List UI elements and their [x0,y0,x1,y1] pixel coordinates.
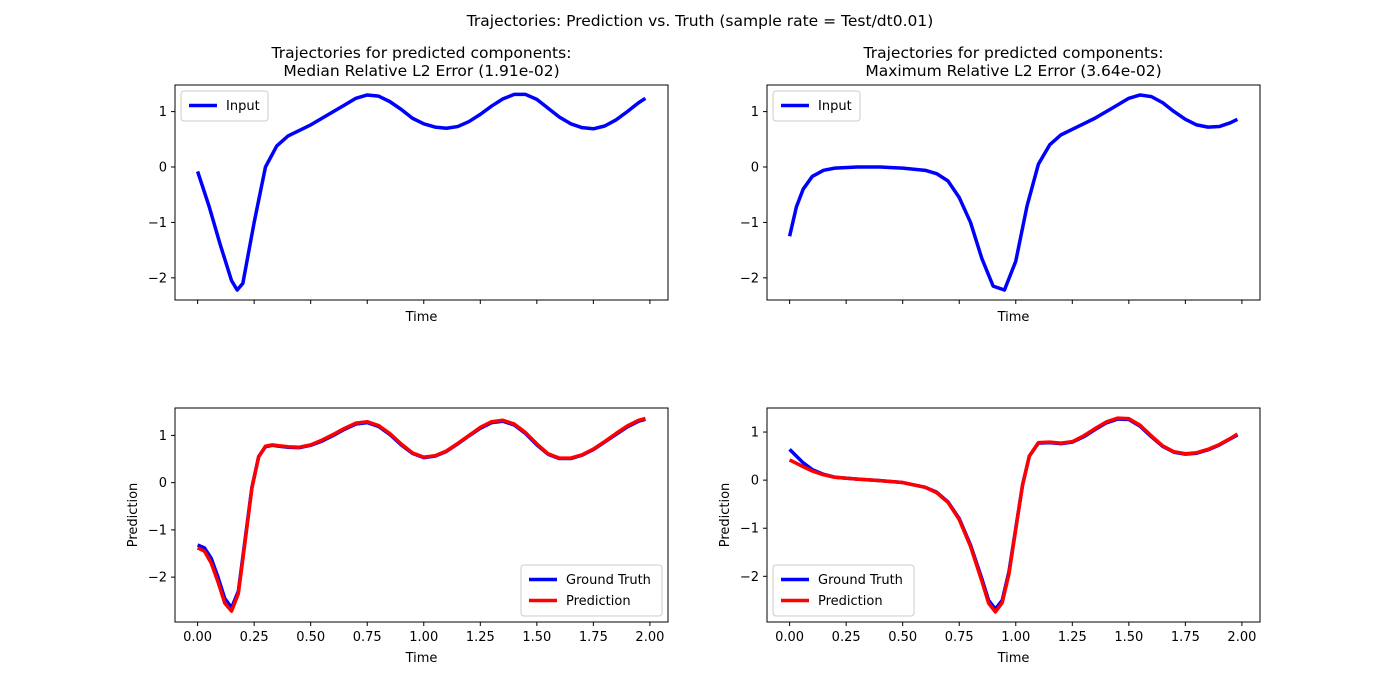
x-tick-label: 1.00 [1001,630,1030,645]
y-tick-label: 0 [159,476,167,491]
y-tick-label: 0 [751,161,759,176]
axes-frame [174,84,669,301]
legend-label: Ground Truth [818,573,903,588]
legend-label: Input [226,99,260,114]
x-tick-label: 0.00 [775,630,804,645]
x-tick-label: 0.50 [296,630,325,645]
subplot-top-right: Trajectories for predicted components:Ma… [740,44,1261,325]
legend: Ground Truth Prediction [772,564,915,617]
x-tick-label: 2.00 [1227,630,1256,645]
x-axis-label: Time [997,310,1030,325]
y-tick-label: −2 [148,271,167,286]
legend-label: Prediction [818,594,883,609]
y-tick-label: −1 [740,522,759,537]
legend-frame [180,90,269,122]
x-tick-label: 1.75 [1171,630,1200,645]
x-tick-label: 0.00 [183,630,212,645]
x-tick-label: 1.50 [1114,630,1143,645]
y-tick-label: −1 [148,523,167,538]
x-tick-label: 1.75 [579,630,608,645]
legend: Ground Truth Prediction [520,564,663,617]
legend-frame [772,90,861,122]
y-tick-label: −2 [148,571,167,586]
x-tick-label: 1.50 [522,630,551,645]
y-tick-label: 1 [751,426,759,441]
axes-frame [766,407,1261,623]
x-axis-label: Time [405,310,438,325]
subplot-title-line2: Median Relative L2 Error (1.91e-02) [283,62,559,80]
x-axis-label: Time [405,651,438,666]
x-tick-label: 0.75 [353,630,382,645]
series-group [196,416,646,613]
y-tick-label: −1 [148,216,167,231]
subplot-bottom-right: 0.00 0.25 0.50 0.75 1.00 1.25 1.50 1.75 2.00 −2 −1… [718,407,1261,666]
figure-suptitle: Trajectories: Prediction vs. Truth (samp… [466,12,934,30]
y-tick-label: 1 [751,105,759,120]
legend: Input [180,90,269,122]
y-tick-label: 1 [159,105,167,120]
series-line-prediction [196,416,646,613]
subplot-title-line1: Trajectories for predicted components: [863,44,1164,62]
x-tick-label: 1.25 [466,630,495,645]
y-tick-label: −2 [740,570,759,585]
legend: Input [772,90,861,122]
subplot-title-line1: Trajectories for predicted components: [271,44,572,62]
x-tick-label: 1.00 [409,630,438,645]
series-group [195,92,647,292]
y-tick-label: 0 [751,474,759,489]
legend-label: Input [818,99,852,114]
series-group [788,416,1239,614]
panels-group: Trajectories for predicted components:Me… [126,44,1261,666]
x-tick-label: 0.50 [888,630,917,645]
x-tick-label: 2.00 [635,630,664,645]
subplot-bottom-left: 0.00 0.25 0.50 0.75 1.00 1.25 1.50 1.75 2.00 −2 −1… [126,407,669,666]
legend-label: Prediction [566,594,631,609]
x-axis-label: Time [997,651,1030,666]
x-tick-label: 0.75 [945,630,974,645]
y-axis-label: Prediction [126,483,141,548]
legend-label: Ground Truth [566,573,651,588]
y-tick-label: −2 [740,271,759,286]
series-group [787,93,1239,292]
series-line-prediction [788,416,1239,614]
subplot-top-left: Trajectories for predicted components:Me… [148,44,669,325]
subplot-title-line2: Maximum Relative L2 Error (3.64e-02) [865,62,1161,80]
x-tick-label: 0.25 [240,630,269,645]
axes-frame [766,84,1261,301]
x-tick-label: 0.25 [832,630,861,645]
y-tick-label: 0 [159,161,167,176]
series-line-input [787,93,1239,292]
axes-frame [174,407,669,623]
x-tick-label: 1.25 [1058,630,1087,645]
y-tick-label: 1 [159,429,167,444]
y-tick-label: −1 [740,216,759,231]
series-line-input [195,92,647,292]
y-axis-label: Prediction [718,483,733,548]
